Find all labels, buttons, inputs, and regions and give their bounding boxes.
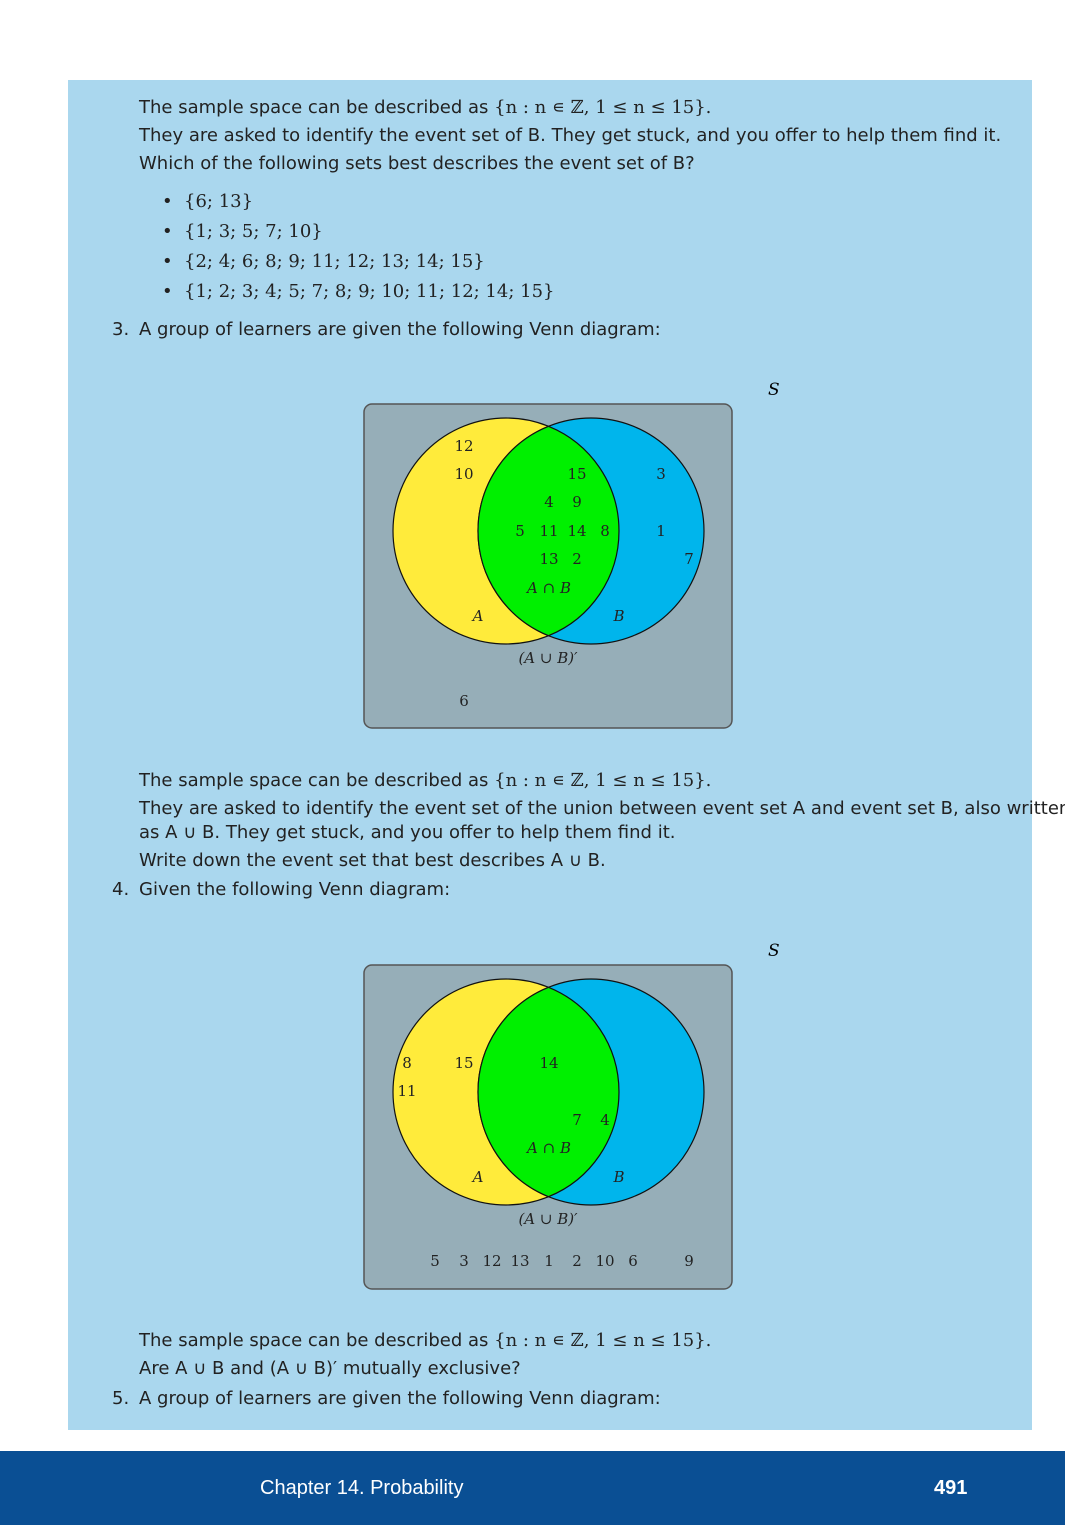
element: 10 — [595, 1252, 614, 1270]
universal-set-label: S — [768, 380, 780, 400]
element: 4 — [544, 493, 554, 511]
set-b-label: B — [612, 607, 624, 625]
element: 3 — [459, 1252, 469, 1270]
element: 8 — [600, 522, 610, 540]
q2-line3: Which of the following sets best describ… — [139, 153, 695, 174]
q3-line2: They are asked to identify the event set… — [139, 798, 1065, 819]
element: 5 — [515, 522, 525, 540]
q2-option-2: • {1; 3; 5; 7; 10} — [162, 221, 323, 242]
page-number: 491 — [934, 1477, 968, 1499]
complement-label: (A ∪ B)′ — [518, 649, 578, 667]
intersection-region — [477, 425, 620, 637]
q3-line4: Write down the event set that best descr… — [139, 850, 606, 871]
complement-label: (A ∪ B)′ — [518, 1210, 578, 1228]
chapter-title: Chapter 14. Probability — [260, 1477, 464, 1499]
element: 1 — [656, 522, 666, 540]
intersection-label: A ∩ B — [525, 1139, 571, 1157]
element: 6 — [628, 1252, 638, 1270]
element: 15 — [454, 1054, 473, 1072]
element: 14 — [539, 1054, 558, 1072]
element: 14 — [567, 522, 586, 540]
element: 8 — [402, 1054, 412, 1072]
q2-option-3: • {2; 4; 6; 8; 9; 11; 12; 13; 14; 15} — [162, 251, 485, 272]
element: 12 — [454, 437, 473, 455]
q5-text: A group of learners are given the follow… — [139, 1388, 661, 1409]
q4-number: 4. — [112, 879, 130, 900]
q4-sample-space: The sample space can be described as {n … — [139, 1330, 712, 1351]
element: 4 — [600, 1111, 610, 1129]
q2-sample-space: The sample space can be described as {n … — [139, 97, 712, 118]
element: 9 — [572, 493, 582, 511]
element: 15 — [567, 465, 586, 483]
element: 9 — [684, 1252, 694, 1270]
element: 2 — [572, 550, 582, 568]
element: 13 — [510, 1252, 529, 1270]
intersection-region — [477, 986, 620, 1198]
q3-sample-space: The sample space can be described as {n … — [139, 770, 712, 791]
element: 6 — [459, 692, 469, 710]
q4-line2: Are A ∪ B and (A ∪ B)′ mutually exclusiv… — [139, 1358, 521, 1379]
q2-line2: They are asked to identify the event set… — [139, 125, 1002, 146]
set-b-label: B — [612, 1168, 624, 1186]
q2-option-4: • {1; 2; 3; 4; 5; 7; 8; 9; 10; 11; 12; 14… — [162, 281, 555, 302]
universal-set-label: S — [768, 941, 780, 961]
q3-text: A group of learners are given the follow… — [139, 319, 661, 340]
element: 11 — [397, 1082, 416, 1100]
element: 2 — [572, 1252, 582, 1270]
page-footer: Chapter 14. Probability 491 — [0, 1451, 1065, 1525]
set-a-label: A — [471, 1168, 484, 1186]
element: 5 — [430, 1252, 440, 1270]
element: 1 — [544, 1252, 554, 1270]
element: 3 — [656, 465, 666, 483]
q4-text: Given the following Venn diagram: — [139, 879, 451, 900]
q2-option-1: • {6; 13} — [162, 191, 254, 212]
element: 12 — [482, 1252, 501, 1270]
q3-line3: as A ∪ B. They get stuck, and you offer … — [139, 822, 676, 843]
q3-number: 3. — [112, 319, 130, 340]
element: 7 — [572, 1111, 582, 1129]
element: 7 — [684, 550, 694, 568]
element: 13 — [539, 550, 558, 568]
element: 10 — [454, 465, 473, 483]
intersection-label: A ∩ B — [525, 579, 571, 597]
q5-number: 5. — [112, 1388, 130, 1409]
element: 11 — [539, 522, 558, 540]
set-a-label: A — [471, 607, 484, 625]
